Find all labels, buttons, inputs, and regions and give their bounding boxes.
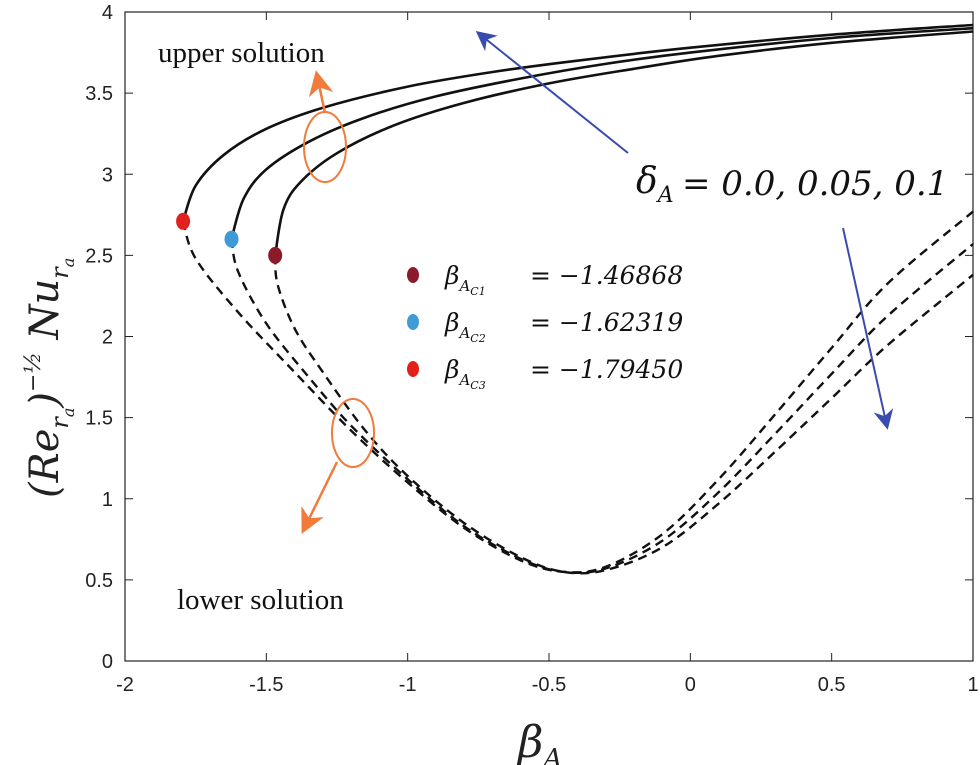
axes: -2 -1.5 -1 -0.5 0 0.5 1 0 0.5 1 1.5 2 2.5 3 3.5 4 [85,2,978,696]
x-tick-label: 1 [967,674,978,696]
critical-point-marker [268,246,283,264]
legend-item-c2: βAC2 = −1.62319 [407,308,683,345]
upper-solution-label: upper solution [158,37,325,69]
svg-text:= 0.0, 0.05, 0.1: = 0.0, 0.05, 0.1 [682,164,948,204]
x-axis-label: βA [516,717,562,765]
legend-item-c3: βAC3 = −1.79450 [407,355,683,392]
y-tick-label: 3.5 [85,83,113,105]
lower-branch-line [230,238,974,575]
legend-item-c1: βAC1 = −1.46868 [407,261,683,298]
x-tick-label: -0.5 [532,674,566,696]
legend-label-c2: = −1.62319 [530,308,683,337]
upper-delta-arrow [475,30,629,154]
legend: βAC1 = −1.46868 βAC2 = −1.62319 βAC3 = −… [407,261,683,392]
y-tick-label: 3 [102,164,113,186]
curves [181,23,974,575]
x-tick-label: -2 [116,674,134,696]
upper-branch-line [181,23,974,222]
y-tick-label: 2.5 [85,245,113,267]
upper-branch-line [273,30,974,256]
x-tick-label: 0.5 [818,674,846,696]
legend-marker-c1 [407,267,419,283]
lower-branch-line [274,255,974,575]
svg-text:δA: δA [636,161,674,208]
svg-text:βAC1: βAC1 [444,261,486,298]
y-tick-label: 4 [102,2,113,24]
lower-branch-ellipse [331,398,375,468]
annotations: upper solution lower solution δA = 0.0, … [158,30,948,616]
critical-point-markers [176,212,283,264]
y-axis-label: (Rera)−½ Nura [21,258,78,498]
lower-delta-arrow [842,227,894,430]
critical-point-marker [224,230,239,248]
legend-label-c1: = −1.46868 [530,261,683,290]
svg-text:βAC3: βAC3 [444,355,486,392]
svg-text:βA: βA [516,717,562,765]
legend-marker-c2 [407,314,419,330]
x-tick-label: -1.5 [249,674,283,696]
y-tick-label: 1 [102,489,113,511]
upper-branch-line [230,26,974,240]
y-tick-label: 0.5 [85,570,113,592]
x-tick-label: 0 [685,674,696,696]
y-tick-label: 1.5 [85,408,113,430]
legend-marker-c3 [407,361,419,377]
y-tick-label: 2 [102,327,113,349]
y-tick-label: 0 [102,651,113,673]
critical-point-marker [176,212,191,230]
svg-text:(Rera)−½ Nura: (Rera)−½ Nura [21,258,78,498]
lower-solution-label: lower solution [177,584,344,616]
upper-branch-ellipse [303,111,347,183]
upper-arrow [308,70,334,114]
svg-text:βAC2: βAC2 [444,308,486,345]
legend-label-c3: = −1.79450 [530,355,683,384]
x-tick-label: -1 [399,674,417,696]
delta-label: δA = 0.0, 0.05, 0.1 [636,161,948,208]
lower-arrow [301,461,339,534]
